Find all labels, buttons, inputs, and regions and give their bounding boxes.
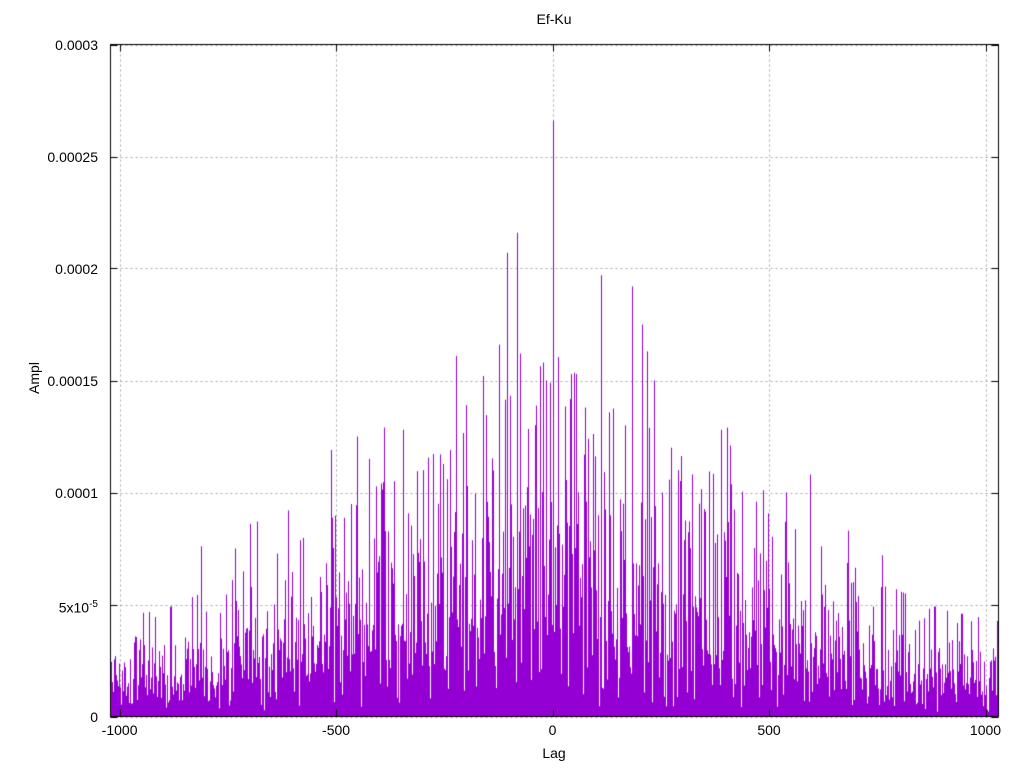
y-tick-label: 0 (90, 708, 98, 725)
x-tick-label: 1000 (969, 722, 1002, 738)
y-tick-label: 0.00025 (47, 148, 98, 165)
y-tick-label: 0.0003 (55, 36, 98, 53)
y-tick-label: 0.00015 (47, 372, 98, 389)
y-tick-label: 0.0001 (55, 484, 98, 501)
x-tick-label: 0 (548, 722, 557, 738)
x-axis-label: Lag (542, 745, 566, 761)
x-tick-label: -1000 (101, 722, 138, 738)
x-tick-label: -500 (322, 722, 351, 738)
x-tick-label: 500 (757, 722, 781, 738)
y-tick-label: 0.0002 (55, 260, 98, 277)
chart-title: Ef-Ku (536, 11, 572, 27)
y-tick-label: 5x10-5 (58, 598, 98, 616)
